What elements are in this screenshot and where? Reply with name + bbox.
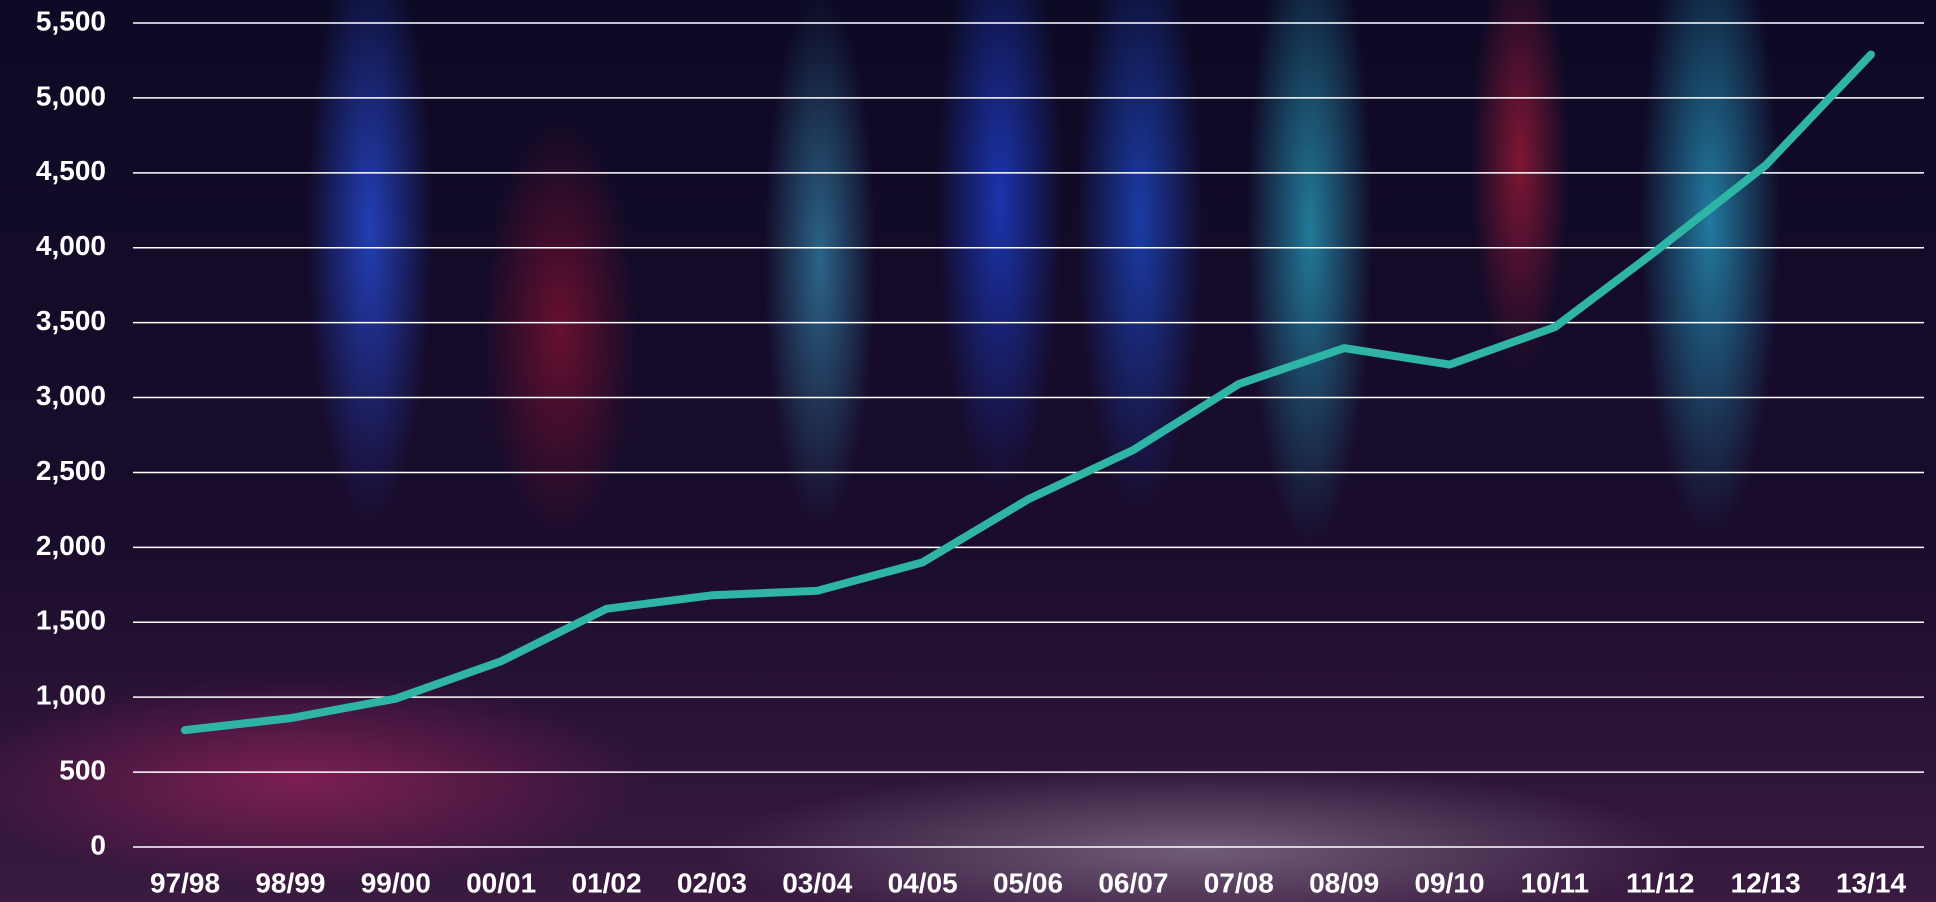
x-tick-label: 06/07 bbox=[1098, 867, 1168, 898]
x-tick-label: 01/02 bbox=[571, 867, 641, 898]
y-tick-label: 5,000 bbox=[36, 80, 106, 111]
x-tick-label: 10/11 bbox=[1521, 867, 1590, 898]
y-tick-label: 4,500 bbox=[36, 155, 106, 186]
x-tick-label: 03/04 bbox=[782, 867, 852, 898]
y-tick-label: 1,000 bbox=[36, 680, 106, 711]
y-tick-label: 3,000 bbox=[36, 380, 106, 411]
y-tick-label: 2,000 bbox=[36, 530, 106, 561]
x-tick-label: 98/99 bbox=[255, 867, 325, 898]
y-tick-label: 4,000 bbox=[36, 230, 106, 261]
y-tick-label: 3,500 bbox=[36, 305, 106, 336]
x-tick-label: 00/01 bbox=[466, 867, 536, 898]
x-tick-label: 08/09 bbox=[1309, 867, 1379, 898]
x-tick-label: 02/03 bbox=[677, 867, 747, 898]
x-tick-label: 13/14 bbox=[1836, 867, 1906, 898]
x-tick-label: 99/00 bbox=[361, 867, 431, 898]
x-tick-label: 09/10 bbox=[1414, 867, 1484, 898]
y-tick-label: 1,500 bbox=[36, 605, 106, 636]
x-tick-label: 12/13 bbox=[1731, 867, 1801, 898]
data-line bbox=[181, 50, 1875, 735]
y-tick-label: 0 bbox=[90, 829, 106, 860]
x-tick-label: 11/12 bbox=[1626, 867, 1695, 898]
y-tick-label: 5,500 bbox=[36, 5, 106, 36]
x-tick-label: 07/08 bbox=[1204, 867, 1274, 898]
y-tick-label: 500 bbox=[59, 754, 106, 785]
y-tick-label: 2,500 bbox=[36, 455, 106, 486]
x-tick-label: 04/05 bbox=[888, 867, 958, 898]
x-tick-label: 05/06 bbox=[993, 867, 1063, 898]
x-tick-label: 97/98 bbox=[150, 867, 220, 898]
